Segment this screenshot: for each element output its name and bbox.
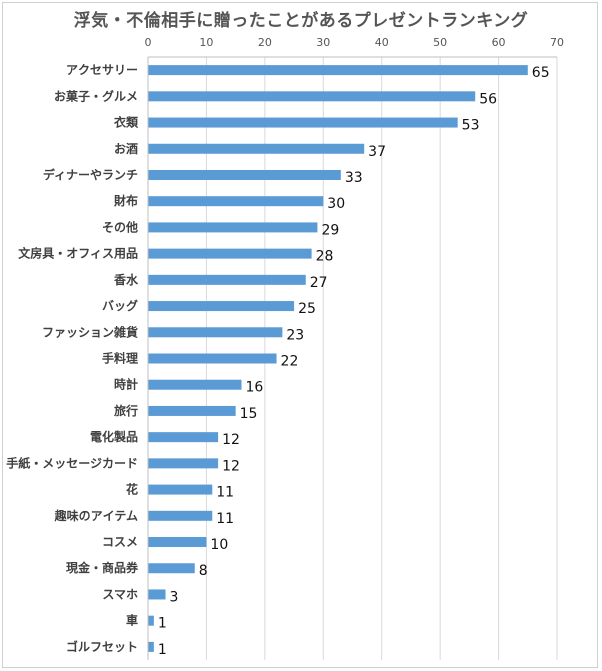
x-tick-label: 50	[433, 36, 447, 49]
data-label: 30	[327, 196, 345, 212]
data-label: 16	[245, 380, 263, 396]
data-label: 15	[240, 406, 258, 422]
bar	[148, 405, 236, 416]
data-label: 65	[532, 65, 550, 81]
category-label: ディナーやランチ	[43, 167, 138, 182]
category-label: 車	[126, 613, 138, 628]
x-axis-ticks: 0 10 20 30 40 50 60 70	[145, 36, 565, 49]
category-label: 花	[126, 482, 138, 497]
category-label: 衣類	[114, 115, 139, 130]
category-label: 時計	[114, 377, 138, 392]
data-label: 56	[479, 91, 497, 107]
bar	[148, 379, 242, 390]
data-label: 23	[286, 327, 304, 343]
category-label: ファッション雑貨	[42, 324, 138, 339]
bar	[148, 196, 324, 207]
data-label: 8	[199, 563, 208, 579]
category-label: コスメ	[102, 535, 138, 549]
category-label: 手紙・メッセージカード	[6, 455, 138, 470]
data-label: 25	[298, 301, 316, 317]
bar	[148, 117, 458, 128]
x-tick-label: 40	[375, 36, 389, 49]
bar	[148, 353, 277, 364]
category-label: 趣味のアイテム	[54, 508, 138, 523]
category-label: 財布	[113, 193, 138, 208]
bar	[148, 458, 219, 469]
bar	[148, 301, 295, 312]
bar	[148, 169, 341, 180]
x-tick-label: 20	[258, 36, 272, 49]
category-label: 手料理	[102, 351, 138, 366]
data-label: 27	[310, 275, 328, 291]
data-label: 1	[158, 616, 167, 632]
bar	[148, 432, 219, 443]
x-tick-label: 10	[199, 36, 213, 49]
category-label: ゴルフセット	[66, 639, 138, 654]
x-tick-label: 0	[145, 36, 152, 49]
data-label: 12	[222, 432, 240, 448]
data-label: 11	[216, 511, 234, 527]
data-label: 10	[210, 537, 228, 553]
data-label: 22	[281, 354, 299, 370]
bar	[148, 510, 213, 521]
x-tick-label: 60	[492, 36, 506, 49]
bar	[148, 537, 207, 548]
category-label: お酒	[114, 142, 138, 156]
category-label: 電化製品	[90, 429, 138, 444]
category-labels: アクセサリーお菓子・グルメ衣類お酒ディナーやランチ財布その他文房具・オフィス用品…	[6, 63, 139, 654]
bar	[148, 91, 476, 102]
category-label: 文房具・オフィス用品	[18, 246, 138, 261]
category-label: バッグ	[102, 298, 138, 313]
x-tick-label: 70	[550, 36, 564, 49]
data-label: 28	[316, 249, 334, 265]
category-label: 香水	[113, 272, 139, 287]
bar	[148, 484, 213, 495]
data-label: 33	[345, 170, 363, 186]
category-label: スマホ	[102, 587, 138, 601]
bar	[148, 563, 195, 574]
data-label: 12	[222, 458, 240, 474]
bar	[148, 274, 306, 285]
bar	[148, 65, 528, 76]
category-label: アクセサリー	[66, 63, 138, 77]
category-label: お菓子・グルメ	[54, 88, 138, 103]
category-label: 旅行	[114, 403, 138, 418]
bar	[148, 222, 318, 233]
category-label: 現金・商品券	[66, 560, 139, 575]
bars	[148, 65, 528, 652]
bar	[148, 615, 154, 626]
bar	[148, 327, 283, 338]
chart-title: 浮気・不倫相手に贈ったことがあるプレゼントランキング	[73, 11, 529, 31]
data-label: 53	[462, 118, 480, 134]
data-label: 11	[216, 485, 234, 501]
bar	[148, 143, 365, 154]
data-label: 3	[170, 589, 179, 605]
bar	[148, 589, 166, 600]
data-label: 37	[368, 144, 386, 160]
category-label: その他	[102, 219, 138, 234]
x-tick-label: 30	[316, 36, 330, 49]
bar	[148, 641, 154, 652]
data-label: 1	[158, 642, 167, 658]
value-labels: 6556533733302928272523221615121211111083…	[158, 65, 550, 658]
data-label: 29	[321, 222, 339, 238]
bar	[148, 248, 312, 259]
